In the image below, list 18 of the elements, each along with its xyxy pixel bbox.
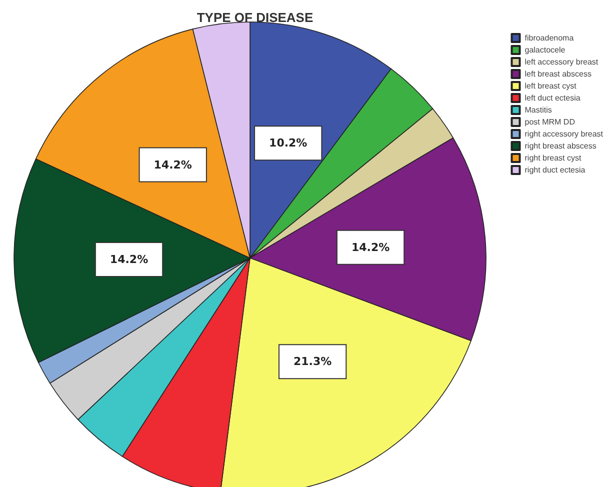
data-label: 14.2%	[154, 158, 192, 172]
chart-title: TYPE OF DISEASE	[196, 10, 314, 25]
data-label: 21.3%	[293, 355, 332, 368]
data-label: 14.2%	[110, 253, 148, 266]
legend-label: right breast abscess	[524, 142, 596, 150]
legend-label: post MRM DD	[524, 118, 576, 126]
legend-label: galactocele	[524, 46, 566, 54]
legend-label: Mastitis	[524, 106, 552, 114]
legend-label: right accessory breast	[524, 130, 604, 138]
legend-label: right breast cyst	[524, 154, 582, 162]
legend-label: fibroadenoma	[524, 34, 574, 42]
legend-label: right duct ectesia	[524, 166, 586, 174]
legend-label: left accessory breast	[524, 58, 599, 66]
legend-label: left breast abscess	[524, 70, 592, 78]
data-label: 14.2%	[351, 240, 390, 254]
legend-label: left breast cyst	[524, 82, 578, 90]
legend-label: left duct ectesia	[524, 94, 581, 102]
data-label: 10.2%	[269, 136, 308, 150]
